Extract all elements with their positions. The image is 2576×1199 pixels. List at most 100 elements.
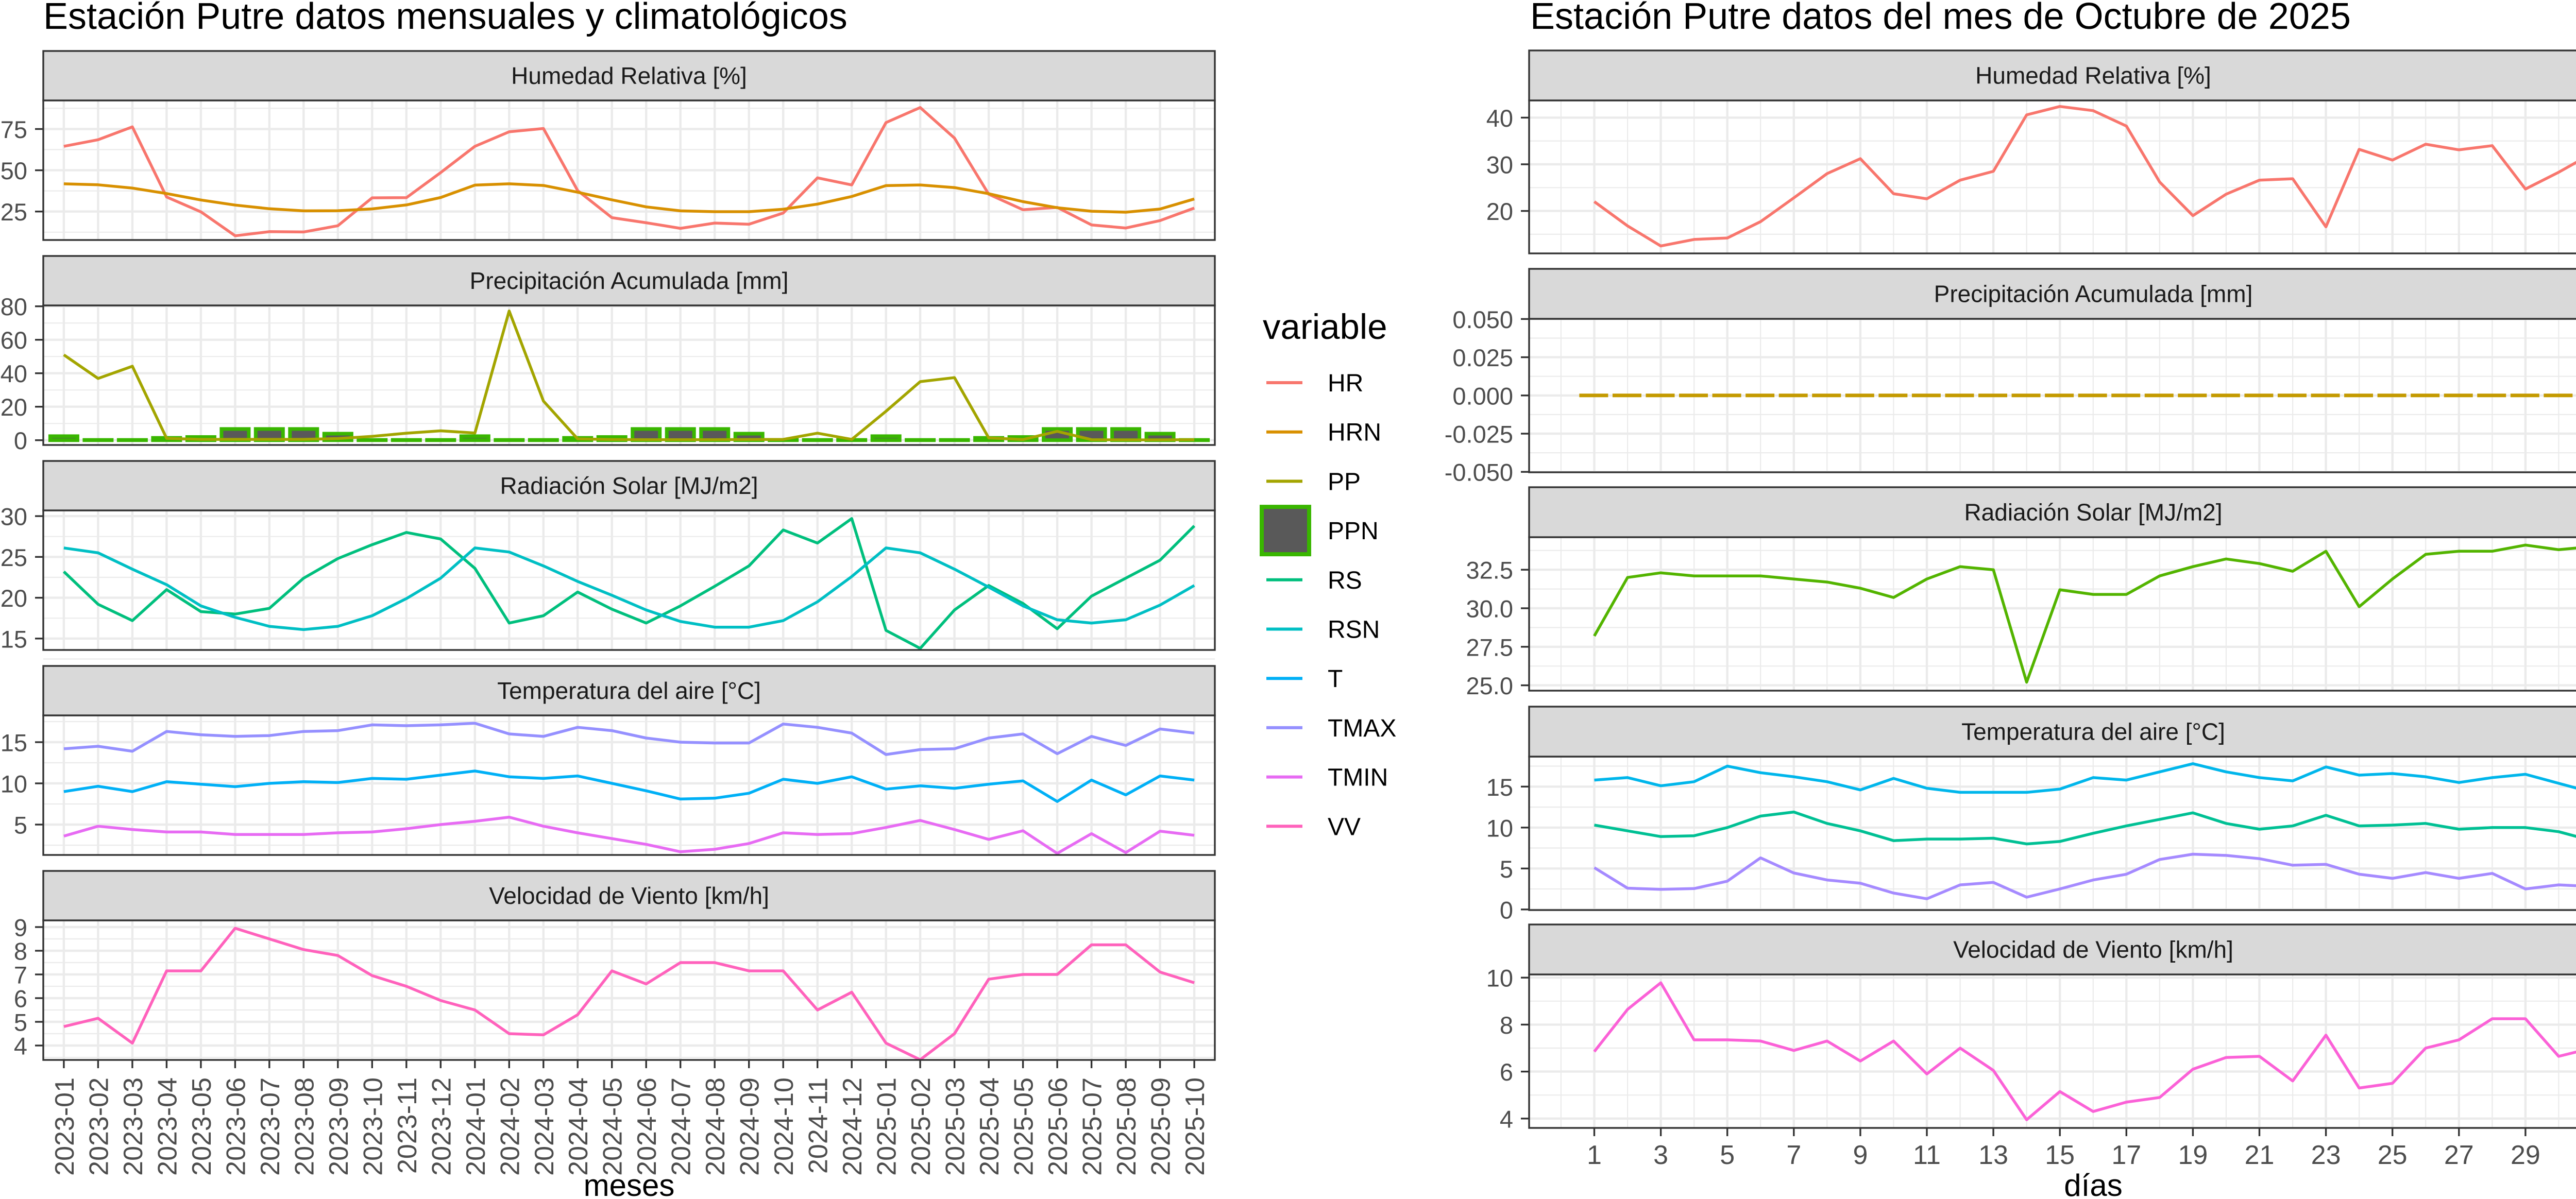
svg-text:20: 20 [1486,198,1513,225]
svg-text:Precipitación Acumulada [mm]: Precipitación Acumulada [mm] [470,267,789,294]
svg-text:Humedad Relativa [%]: Humedad Relativa [%] [1975,62,2211,89]
svg-text:15: 15 [1,625,27,653]
svg-text:3: 3 [1653,1140,1668,1170]
svg-text:40: 40 [1486,105,1513,132]
svg-text:15: 15 [1,729,27,757]
svg-text:27.5: 27.5 [1466,633,1513,661]
svg-text:PPN: PPN [1328,518,1379,545]
svg-text:2023-10: 2023-10 [358,1077,388,1176]
svg-text:10: 10 [1,770,27,798]
svg-text:25: 25 [1,544,27,571]
svg-text:2025-09: 2025-09 [1146,1077,1176,1176]
svg-text:2025-05: 2025-05 [1009,1077,1039,1176]
svg-text:10: 10 [1486,965,1513,992]
svg-text:T: T [1328,665,1343,693]
svg-text:2023-02: 2023-02 [84,1077,114,1176]
svg-text:1: 1 [1587,1140,1602,1170]
svg-text:Humedad Relativa [%]: Humedad Relativa [%] [511,62,747,89]
svg-text:20: 20 [1,585,27,612]
svg-text:10: 10 [1486,814,1513,842]
svg-text:Radiación Solar [MJ/m2]: Radiación Solar [MJ/m2] [500,472,758,499]
svg-text:9: 9 [1853,1140,1868,1170]
svg-text:20: 20 [1,393,27,421]
svg-text:2024-11: 2024-11 [804,1077,834,1174]
svg-text:2023-06: 2023-06 [221,1077,251,1176]
svg-text:meses: meses [584,1168,675,1199]
svg-text:50: 50 [1,157,27,184]
svg-text:-0.050: -0.050 [1445,459,1513,486]
svg-text:25: 25 [1,198,27,226]
svg-text:9: 9 [14,914,27,941]
svg-text:2024-08: 2024-08 [701,1077,731,1176]
svg-text:2024-10: 2024-10 [769,1077,799,1176]
svg-text:RSN: RSN [1328,616,1380,644]
svg-text:2024-07: 2024-07 [667,1077,697,1176]
svg-text:2025-01: 2025-01 [872,1077,902,1176]
svg-text:variable: variable [1263,307,1387,347]
svg-text:0: 0 [14,427,27,454]
svg-text:4: 4 [1500,1105,1513,1133]
svg-text:6: 6 [14,985,27,1013]
svg-text:32.5: 32.5 [1466,557,1513,584]
svg-text:0.025: 0.025 [1452,344,1513,371]
svg-text:27: 27 [2444,1140,2474,1170]
svg-text:17: 17 [2111,1140,2141,1170]
svg-text:5: 5 [1500,855,1513,883]
svg-text:2025-07: 2025-07 [1078,1077,1108,1176]
svg-text:RS: RS [1328,567,1362,594]
svg-text:19: 19 [2178,1140,2208,1170]
svg-text:PP: PP [1328,468,1361,495]
svg-text:15: 15 [2045,1140,2075,1170]
svg-text:2023-08: 2023-08 [290,1077,319,1176]
svg-text:2025-02: 2025-02 [906,1077,936,1176]
svg-text:Velocidad de Viento [km/h]: Velocidad de Viento [km/h] [1953,936,2233,963]
svg-text:HRN: HRN [1328,419,1381,447]
svg-text:15: 15 [1486,774,1513,801]
svg-text:30: 30 [1,503,27,530]
svg-text:60: 60 [1,327,27,354]
svg-text:30.0: 30.0 [1466,595,1513,623]
svg-text:Estación Putre datos del mes d: Estación Putre datos del mes de Octubre … [1530,0,2351,37]
svg-text:Radiación Solar [MJ/m2]: Radiación Solar [MJ/m2] [1964,499,2222,526]
svg-text:75: 75 [1,116,27,143]
svg-text:8: 8 [14,938,27,965]
svg-text:2025-03: 2025-03 [941,1077,971,1176]
svg-text:TMAX: TMAX [1328,715,1396,742]
svg-text:25.0: 25.0 [1466,672,1513,699]
svg-text:HR: HR [1328,370,1363,397]
svg-text:Velocidad de Viento [km/h]: Velocidad de Viento [km/h] [489,882,769,909]
svg-text:0: 0 [1500,896,1513,923]
svg-text:2023-12: 2023-12 [427,1077,456,1176]
svg-text:Temperatura del aire [°C]: Temperatura del aire [°C] [497,677,761,704]
svg-text:2025-08: 2025-08 [1112,1077,1142,1176]
svg-text:2025-10: 2025-10 [1180,1077,1210,1176]
svg-text:5: 5 [14,1009,27,1036]
svg-text:8: 8 [1500,1012,1513,1039]
svg-text:2024-03: 2024-03 [530,1077,560,1176]
svg-text:2024-05: 2024-05 [598,1077,628,1176]
svg-text:2024-09: 2024-09 [735,1077,765,1176]
svg-text:2024-04: 2024-04 [564,1077,594,1176]
svg-text:Precipitación Acumulada [mm]: Precipitación Acumulada [mm] [1934,281,2253,307]
svg-text:2023-03: 2023-03 [118,1077,148,1176]
svg-text:0.050: 0.050 [1452,306,1513,333]
svg-text:23: 23 [2311,1140,2341,1170]
svg-text:6: 6 [1500,1058,1513,1086]
svg-text:días: días [2064,1168,2122,1199]
svg-text:-0.025: -0.025 [1445,421,1513,448]
svg-text:0.000: 0.000 [1452,382,1513,409]
svg-text:5: 5 [14,812,27,839]
svg-text:29: 29 [2511,1140,2540,1170]
svg-text:2023-09: 2023-09 [324,1077,354,1176]
svg-text:7: 7 [1786,1140,1801,1170]
svg-text:2024-02: 2024-02 [495,1077,525,1176]
svg-text:VV: VV [1328,813,1361,841]
svg-text:2025-06: 2025-06 [1043,1077,1073,1176]
svg-text:5: 5 [1720,1140,1735,1170]
svg-text:13: 13 [1978,1140,2008,1170]
svg-text:2023-04: 2023-04 [152,1077,182,1176]
svg-text:4: 4 [14,1033,27,1060]
svg-text:2023-05: 2023-05 [187,1077,217,1176]
svg-text:2023-11: 2023-11 [393,1077,422,1174]
svg-text:2025-04: 2025-04 [975,1077,1005,1176]
